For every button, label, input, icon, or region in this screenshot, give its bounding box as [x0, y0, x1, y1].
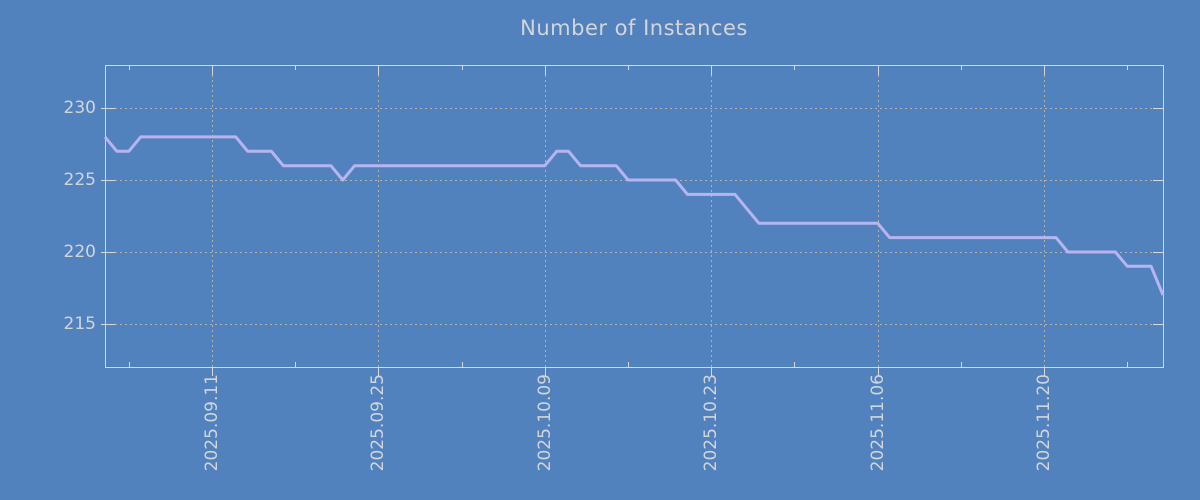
x-tick-label: 2025.11.20 [1034, 374, 1055, 472]
x-tick-label: 2025.09.25 [368, 374, 389, 472]
y-tick-label: 220 [63, 241, 96, 262]
chart-title: Number of Instances [520, 16, 748, 40]
series-line-instances [103, 135, 1165, 296]
y-tick-label: 225 [63, 170, 96, 191]
x-tick-label: 2025.11.06 [867, 374, 888, 472]
x-tick-label: 2025.10.09 [534, 374, 555, 472]
x-tick-label: 2025.09.11 [201, 374, 222, 472]
plot-border [105, 65, 1164, 368]
y-tick-label: 230 [63, 98, 96, 119]
y-tick-label: 215 [63, 313, 96, 334]
x-tick-label: 2025.10.23 [701, 374, 722, 472]
